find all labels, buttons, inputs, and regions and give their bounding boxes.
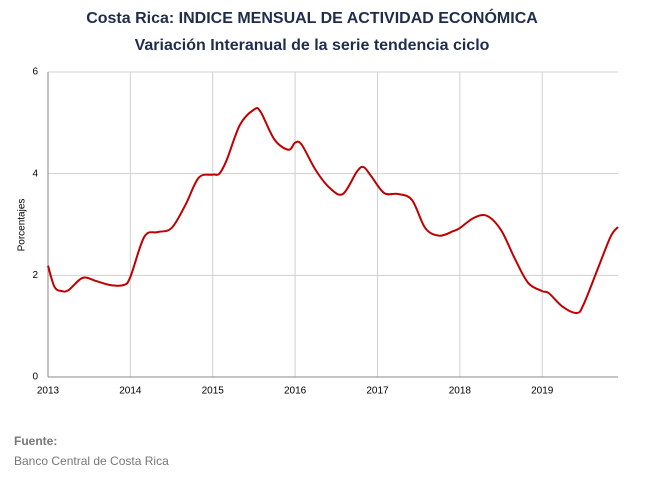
y-tick-label: 6 [32, 67, 38, 78]
x-tick-label: 2015 [202, 386, 225, 397]
x-tick-label: 2016 [284, 386, 307, 397]
x-tick-label: 2017 [366, 386, 389, 397]
source: Banco Central de Costa Rica [14, 454, 169, 468]
source-label: Fuente: [14, 434, 57, 448]
x-tick-label: 2013 [37, 386, 60, 397]
x-tick-label: 2014 [119, 386, 142, 397]
y-tick-label: 4 [32, 168, 38, 179]
x-tick-label: 2018 [449, 386, 472, 397]
chart-subtitle: Variación Interanual de la serie tendenc… [135, 37, 490, 54]
x-tick-label: 2019 [531, 386, 554, 397]
chart-title: Costa Rica: INDICE MENSUAL DE ACTIVIDAD … [86, 8, 538, 27]
y-tick-label: 0 [32, 372, 38, 383]
line-series [47, 106, 619, 314]
y-axis-label: Porcentajes [17, 199, 28, 252]
y-tick-label: 2 [32, 270, 38, 281]
